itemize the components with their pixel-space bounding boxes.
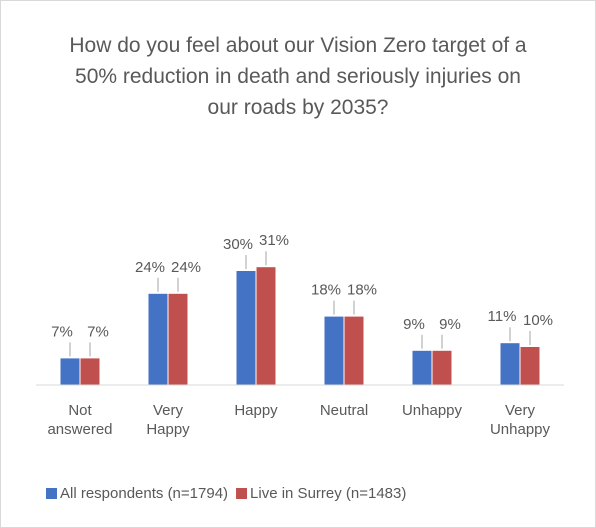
bar xyxy=(344,316,364,385)
data-label: 31% xyxy=(259,232,289,249)
legend-label: Live in Surrey (n=1483) xyxy=(250,485,406,502)
bar xyxy=(432,350,452,385)
x-tick-label: Unhappy xyxy=(401,402,463,419)
data-label: 9% xyxy=(403,316,425,333)
data-label: 7% xyxy=(87,323,109,340)
chart-title: How do you feel about our Vision Zero ta… xyxy=(69,34,527,119)
bar xyxy=(148,293,168,385)
data-label: 18% xyxy=(347,282,377,299)
bar xyxy=(256,267,276,385)
data-label: 30% xyxy=(223,236,253,253)
bar xyxy=(168,293,188,385)
x-tick-label: Not answered xyxy=(47,402,113,438)
x-tick-label: Very Unhappy xyxy=(489,402,551,438)
data-label: 18% xyxy=(311,282,341,299)
data-label: 10% xyxy=(523,312,553,329)
data-label: 24% xyxy=(135,259,165,276)
bar xyxy=(500,343,520,385)
bar xyxy=(412,350,432,385)
bar xyxy=(60,358,80,385)
legend-swatch xyxy=(46,488,57,499)
x-tick-label: Very Happy xyxy=(146,402,190,438)
x-tick-label: Happy xyxy=(234,402,278,419)
bar xyxy=(324,316,344,385)
data-label: 7% xyxy=(51,323,73,340)
data-label: 9% xyxy=(439,316,461,333)
legend-label: All respondents (n=1794) xyxy=(60,485,228,502)
bar xyxy=(80,358,100,385)
x-tick-label: Neutral xyxy=(319,402,369,419)
bar xyxy=(236,271,256,385)
data-label: 24% xyxy=(171,259,201,276)
bar xyxy=(520,347,540,385)
data-label: 11% xyxy=(488,308,517,325)
legend-swatch xyxy=(236,488,248,499)
